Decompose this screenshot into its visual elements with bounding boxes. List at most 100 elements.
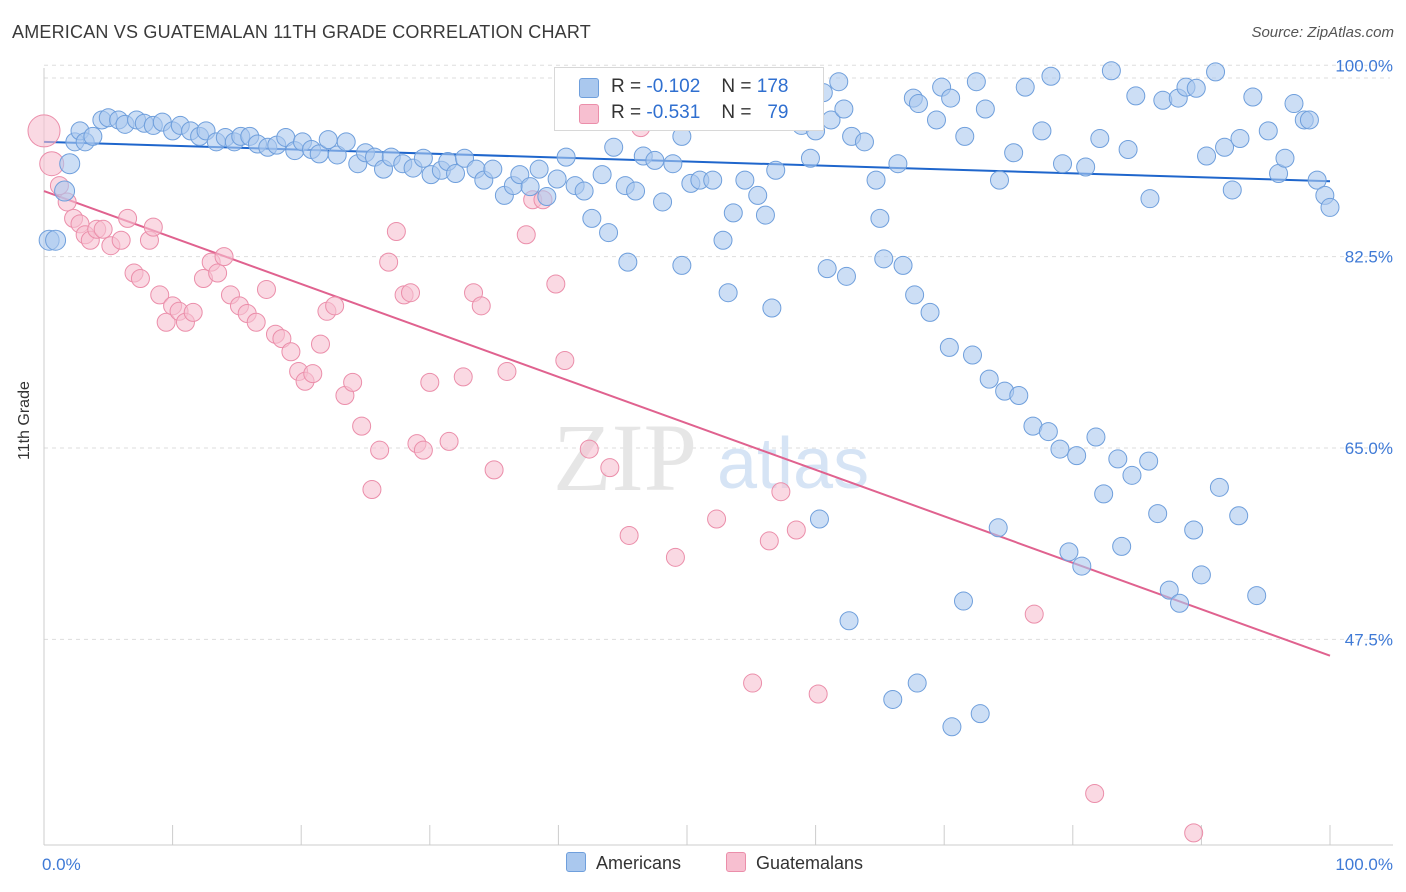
x-tick-label: 100.0%: [1335, 855, 1393, 874]
guatemalans-point: [352, 416, 372, 436]
guatemalans-point: [743, 673, 763, 693]
americans-point: [1032, 121, 1052, 141]
tick-labels: 47.5% 65.0% 82.5% 100.0% 0.0% 100.0%: [42, 56, 1393, 874]
americans-point: [59, 153, 81, 175]
guatemalans-label: Guatemalans: [756, 853, 864, 873]
guatemalans-point: [497, 361, 517, 381]
americans-point: [1299, 110, 1319, 130]
americans-point: [866, 170, 886, 190]
guatemalans-point: [183, 302, 203, 322]
guatemalans-trend-line: [43, 190, 1331, 657]
americans-point: [1004, 143, 1024, 163]
guatemalans-point: [362, 480, 382, 500]
americans-point: [618, 252, 638, 272]
guatemalans-point: [413, 440, 433, 460]
americans-point: [854, 132, 874, 152]
americans-point: [537, 186, 557, 206]
legend-guatemalans-stats: R = -0.531 N = 79: [611, 102, 788, 124]
americans-point: [1140, 189, 1160, 209]
americans-point: [592, 165, 612, 185]
americans-point: [663, 154, 683, 174]
guatemalans-point: [256, 279, 276, 299]
legend-n-label: N =: [721, 102, 752, 123]
americans-point: [966, 72, 986, 92]
guatemalans-point: [246, 312, 266, 332]
guatemalans-point: [600, 458, 620, 478]
guatemalans-point: [214, 247, 234, 267]
legend-n-value: 79: [767, 102, 789, 123]
americans-point: [703, 170, 723, 190]
guatemalans-point: [303, 364, 323, 384]
americans-point: [1229, 506, 1249, 526]
watermark-atlas: atlas: [717, 424, 869, 504]
americans-point: [1320, 197, 1340, 217]
americans-point: [817, 259, 837, 279]
americans-point: [626, 181, 646, 201]
americans-point: [962, 345, 982, 365]
americans-point: [1009, 385, 1029, 405]
legend-r-label: R =: [611, 102, 642, 123]
americans-point: [908, 94, 928, 114]
americans-point: [1072, 556, 1092, 576]
legend-r-label: R =: [611, 76, 642, 97]
americans-point: [1076, 157, 1096, 177]
x-tick-label: 0.0%: [42, 855, 81, 874]
americans-point: [1209, 477, 1229, 497]
americans-point: [327, 145, 347, 165]
americans-point: [645, 150, 665, 170]
americans-point: [713, 230, 733, 250]
guatemalans-point: [516, 225, 536, 245]
guatemalans-point: [370, 440, 390, 460]
guatemalans-point: [130, 269, 150, 289]
americans-point: [483, 159, 503, 179]
axes: [43, 68, 1393, 846]
americans-point: [1041, 66, 1061, 86]
bottom-legend-guatemalans: Guatemalans: [726, 852, 863, 874]
guatemalans-point: [786, 520, 806, 540]
americans-point: [1215, 137, 1235, 157]
americans-point: [653, 192, 673, 212]
legend-swatch-guatemalans: [579, 104, 599, 124]
guatemalans-point: [1085, 783, 1105, 803]
guatemalans-point: [143, 217, 163, 237]
americans-point: [1067, 446, 1087, 466]
guatemalans-point: [439, 431, 459, 451]
legend-swatch-americans: [579, 78, 599, 98]
y-tick-label: 100.0%: [1335, 56, 1393, 75]
guatemalans-point: [759, 531, 779, 551]
americans-point: [836, 266, 856, 286]
guatemalans-point: [156, 312, 176, 332]
americans-label: Americans: [596, 853, 682, 873]
americans-point: [834, 99, 854, 119]
americans-point: [839, 611, 859, 631]
americans-point: [1184, 520, 1204, 540]
americans-point: [975, 99, 995, 119]
guatemalans-point: [1184, 823, 1204, 843]
americans-point: [941, 88, 961, 108]
americans-point: [762, 298, 782, 318]
bottom-legend-americans: Americans: [566, 852, 681, 874]
americans-point: [1015, 77, 1035, 97]
americans-point: [1090, 129, 1110, 149]
americans-point: [83, 126, 103, 146]
americans-point: [1206, 62, 1226, 82]
guatemalans-point: [310, 334, 330, 354]
guatemalans-point: [272, 329, 292, 349]
legend-americans-stats: R = -0.102 N = 178: [611, 76, 788, 98]
americans-point: [766, 160, 786, 180]
guatemalans-point: [343, 372, 363, 392]
americans-point: [942, 717, 962, 737]
y-tick-label: 82.5%: [1345, 248, 1393, 267]
americans-point: [520, 177, 540, 197]
americans-point: [883, 689, 903, 709]
americans-point: [1139, 451, 1159, 471]
americans-point: [1050, 439, 1070, 459]
americans-swatch: [566, 852, 586, 872]
guatemalans-point: [118, 208, 138, 228]
guatemalans-point: [771, 482, 791, 502]
americans-point: [939, 337, 959, 357]
stats-legend: R = -0.102 N = 178 R = -0.531 N = 79: [554, 67, 824, 131]
americans-point: [446, 164, 466, 184]
guatemalans-point: [808, 684, 828, 704]
americans-point: [723, 203, 743, 223]
